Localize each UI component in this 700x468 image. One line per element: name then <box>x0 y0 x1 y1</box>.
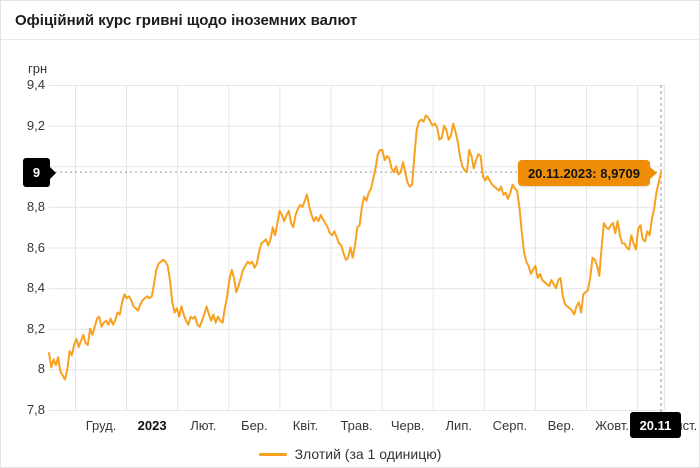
x-tick-label: Лип. <box>445 418 472 433</box>
y-tick-label: 8 <box>37 361 45 377</box>
y-axis-title: грн <box>28 61 48 76</box>
x-tick-label: Бер. <box>241 418 268 433</box>
y-tick-label: 7,8 <box>26 402 45 417</box>
crosshair-tooltip: 20.11.2023: 8,9709 <box>517 160 658 186</box>
y-tick-label: 9,2 <box>26 117 45 133</box>
legend-series-label: Злотий (за 1 одиницю) <box>294 446 442 462</box>
x-tick-label: Вер. <box>547 418 575 433</box>
x-tick-label: Груд. <box>85 418 117 433</box>
x-tick-label: Черв. <box>390 418 425 433</box>
y-tick-label: 8,6 <box>26 239 45 255</box>
y-tick-label: 8,4 <box>26 280 45 296</box>
series-line[interactable] <box>48 114 662 381</box>
x-tick-label: Квіт. <box>292 418 319 433</box>
y-tick-label: 8,8 <box>26 198 45 214</box>
y-axis-crosshair-badge: 9 <box>23 158 56 187</box>
legend-item-zloty[interactable]: Злотий (за 1 одиницю) <box>258 446 442 462</box>
x-tick-label: Лют. <box>190 418 217 433</box>
legend-series-line-icon <box>258 452 287 456</box>
x-tick-label: Серп. <box>492 418 528 433</box>
x-axis-crosshair-badge: 20.11 <box>630 412 681 438</box>
page-title: Офіційний курс гривні щодо іноземних вал… <box>15 11 358 29</box>
x-tick-label: Трав. <box>340 418 373 433</box>
x-tick-label: 2023 <box>137 418 167 433</box>
widget-header: Офіційний курс гривні щодо іноземних вал… <box>1 1 699 40</box>
y-tick-label: 8,2 <box>26 320 45 336</box>
y-tick-label: 9,4 <box>26 77 45 92</box>
x-tick-label: Жовт. <box>595 418 629 433</box>
chart-legend: Злотий (за 1 одиницю) <box>1 443 699 465</box>
